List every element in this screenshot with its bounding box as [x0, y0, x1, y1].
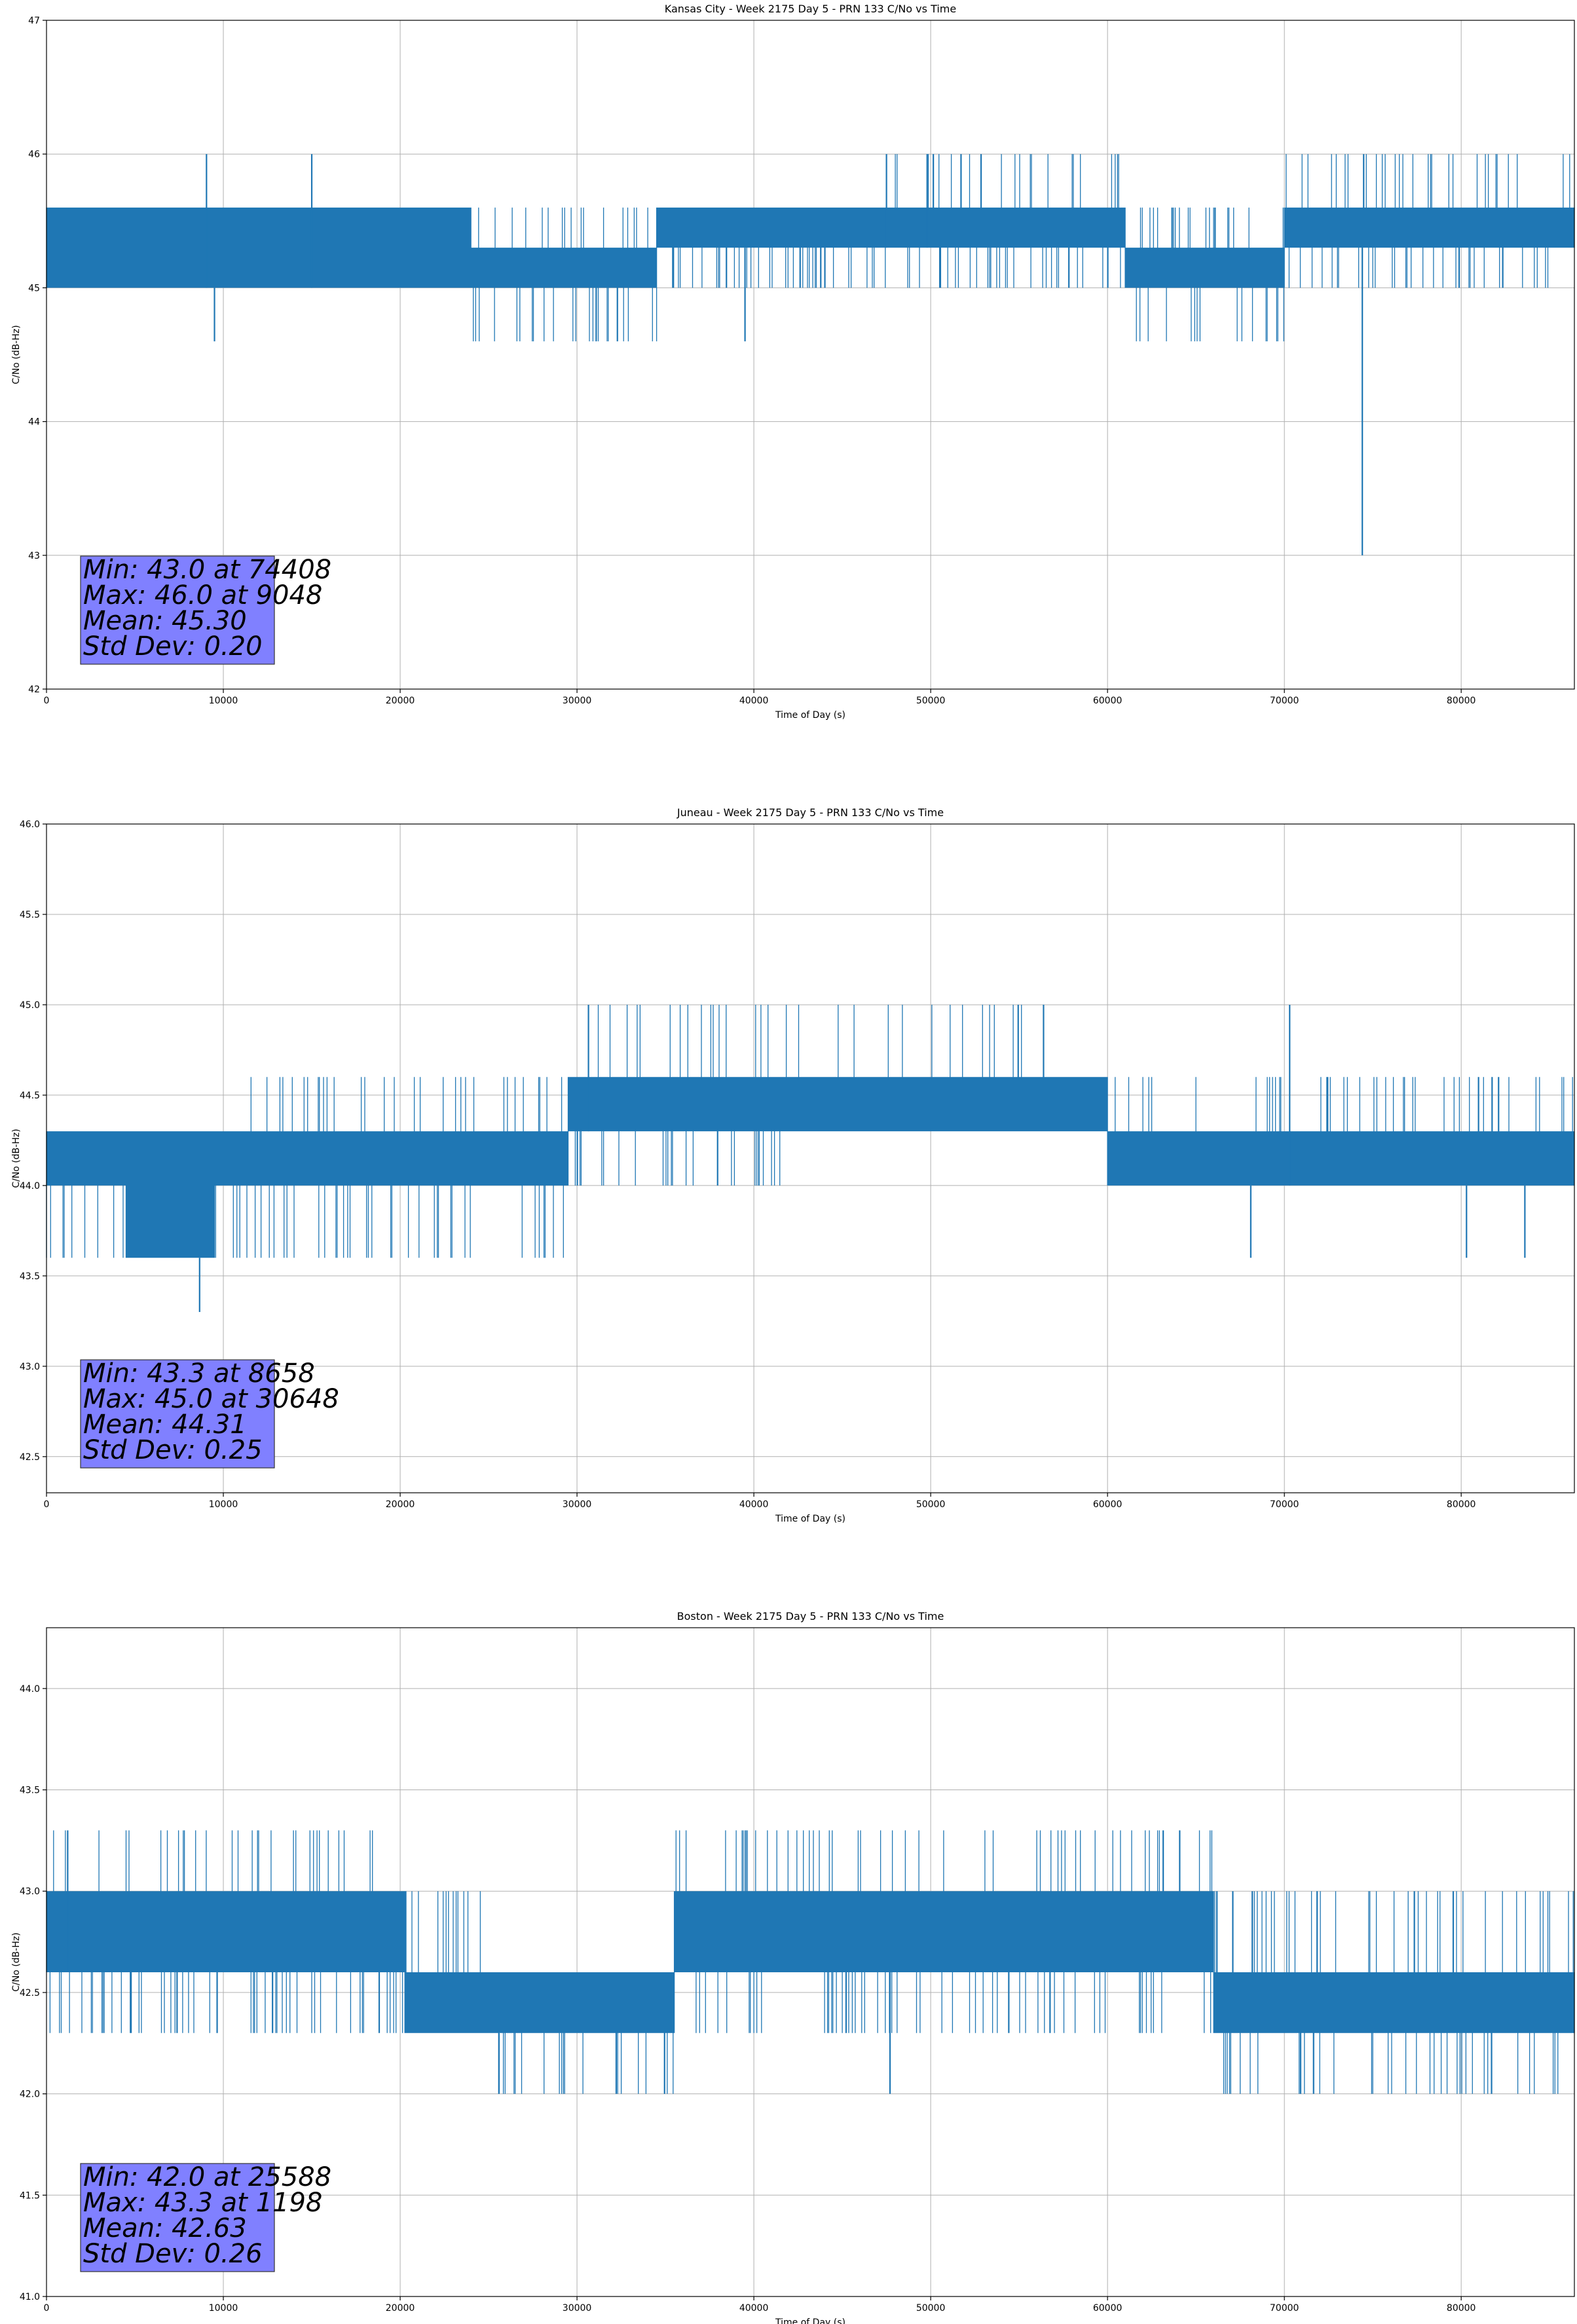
x-tick-label: 40000 — [739, 2303, 769, 2314]
stats-line: Max: 43.3 at 1198 — [83, 2188, 322, 2218]
x-tick-label: 30000 — [563, 696, 592, 706]
x-tick-label: 30000 — [563, 1499, 592, 1510]
axes-frame — [46, 20, 1575, 690]
x-tick-label: 0 — [44, 696, 50, 706]
x-tick-label: 50000 — [916, 2303, 946, 2314]
x-tick-label: 10000 — [209, 696, 238, 706]
chart-panel: Boston - Week 2175 Day 5 - PRN 133 C/No … — [11, 1610, 1575, 2324]
x-tick-label: 70000 — [1270, 696, 1299, 706]
y-tick-label: 43 — [28, 551, 40, 561]
stats-line: Min: 43.3 at 8658 — [83, 1359, 315, 1389]
y-axis-label: C/No (dB-Hz) — [11, 325, 22, 384]
x-tick-label: 80000 — [1447, 2303, 1476, 2314]
x-axis-label: Time of Day (s) — [775, 710, 845, 721]
x-tick-label: 20000 — [386, 1499, 415, 1510]
stats-box — [80, 2163, 275, 2272]
x-axis-label: Time of Day (s) — [775, 1514, 845, 1524]
x-axis-label: Time of Day (s) — [775, 2317, 845, 2324]
stats-line: Max: 45.0 at 30648 — [83, 1384, 339, 1414]
y-tick-label: 45 — [28, 283, 40, 293]
x-tick-label: 10000 — [209, 2303, 238, 2314]
stats-line: Std Dev: 0.20 — [83, 631, 263, 662]
chart-title: Kansas City - Week 2175 Day 5 - PRN 133 … — [665, 3, 956, 15]
x-tick-label: 30000 — [563, 2303, 592, 2314]
chart-title: Juneau - Week 2175 Day 5 - PRN 133 C/No … — [677, 806, 944, 819]
y-tick-label: 41.0 — [20, 2292, 40, 2302]
y-axis-label: C/No (dB-Hz) — [11, 1932, 22, 1991]
y-tick-label: 43.5 — [20, 1271, 40, 1282]
stats-line: Std Dev: 0.25 — [83, 1435, 263, 1465]
y-tick-label: 42.0 — [20, 2090, 40, 2100]
x-tick-label: 50000 — [916, 1499, 946, 1510]
y-tick-label: 43.0 — [20, 1362, 40, 1372]
stats-line: Min: 42.0 at 25588 — [83, 2162, 331, 2192]
chart-panel: Kansas City - Week 2175 Day 5 - PRN 133 … — [11, 3, 1575, 721]
x-tick-label: 10000 — [209, 1499, 238, 1510]
x-tick-label: 0 — [44, 1499, 50, 1510]
x-tick-label: 20000 — [386, 2303, 415, 2314]
y-tick-label: 45.5 — [20, 910, 40, 920]
y-tick-label: 44 — [28, 417, 40, 428]
y-tick-label: 44.5 — [20, 1091, 40, 1101]
stats-box — [80, 1359, 275, 1469]
x-tick-label: 60000 — [1093, 696, 1122, 706]
y-tick-label: 42.5 — [20, 1988, 40, 1998]
chart-title: Boston - Week 2175 Day 5 - PRN 133 C/No … — [677, 1610, 944, 1622]
stats-line: Min: 43.0 at 74408 — [83, 555, 331, 585]
x-tick-label: 70000 — [1270, 1499, 1299, 1510]
stats-box — [80, 555, 275, 665]
x-tick-label: 50000 — [916, 696, 946, 706]
y-tick-label: 46.0 — [20, 819, 40, 830]
y-tick-label: 43.0 — [20, 1886, 40, 1897]
axes-frame — [46, 1627, 1575, 2297]
y-axis-label: C/No (dB-Hz) — [11, 1129, 22, 1188]
stats-line: Max: 46.0 at 9048 — [83, 580, 322, 610]
y-tick-label: 42.5 — [20, 1452, 40, 1463]
chart-panel: Juneau - Week 2175 Day 5 - PRN 133 C/No … — [11, 806, 1575, 1524]
y-tick-label: 45.0 — [20, 1000, 40, 1011]
stats-line: Mean: 45.30 — [83, 606, 247, 636]
axes-frame — [46, 823, 1575, 1493]
x-tick-label: 60000 — [1093, 2303, 1122, 2314]
x-tick-label: 40000 — [739, 696, 769, 706]
x-tick-label: 80000 — [1447, 1499, 1476, 1510]
y-tick-label: 44.0 — [20, 1684, 40, 1695]
y-tick-label: 41.5 — [20, 2190, 40, 2201]
stats-line: Std Dev: 0.26 — [83, 2239, 263, 2269]
x-tick-label: 20000 — [386, 696, 415, 706]
x-tick-label: 80000 — [1447, 696, 1476, 706]
y-tick-label: 47 — [28, 16, 40, 26]
y-tick-label: 44.0 — [20, 1181, 40, 1191]
y-tick-label: 42 — [28, 684, 40, 695]
y-tick-label: 46 — [28, 149, 40, 160]
x-tick-label: 70000 — [1270, 2303, 1299, 2314]
stats-line: Mean: 42.63 — [83, 2213, 247, 2243]
x-tick-label: 0 — [44, 2303, 50, 2314]
x-tick-label: 40000 — [739, 1499, 769, 1510]
x-tick-label: 60000 — [1093, 1499, 1122, 1510]
y-tick-label: 43.5 — [20, 1786, 40, 1796]
stats-line: Mean: 44.31 — [83, 1410, 247, 1440]
